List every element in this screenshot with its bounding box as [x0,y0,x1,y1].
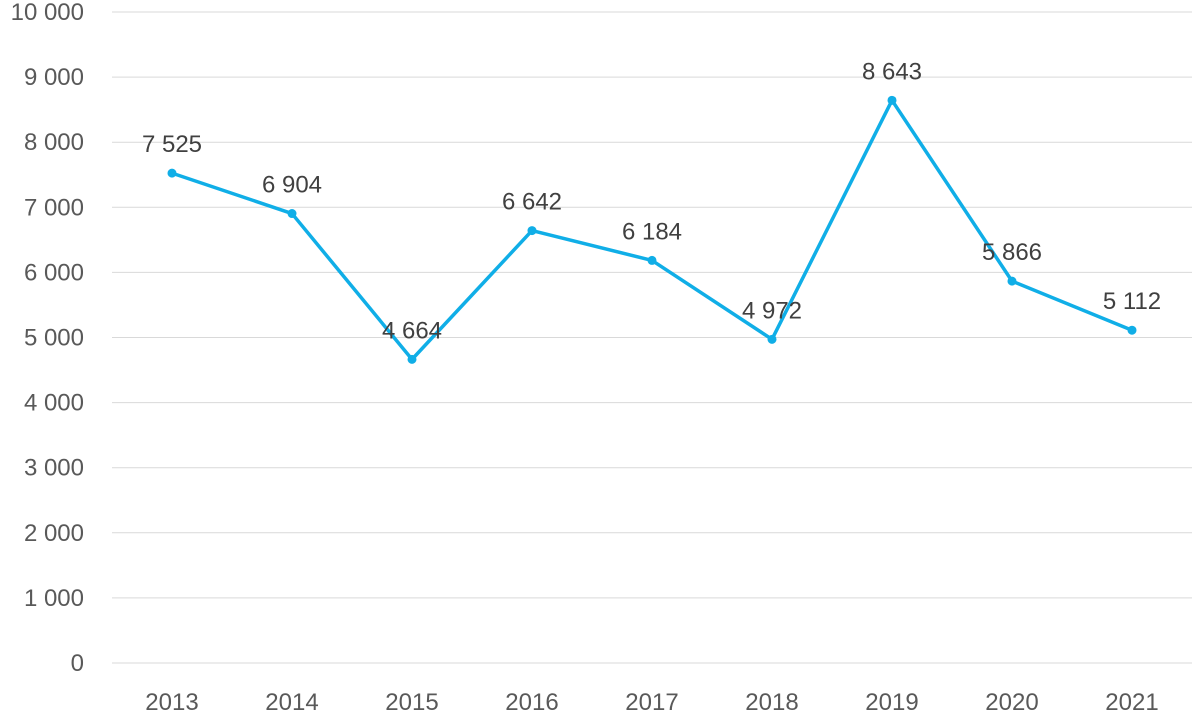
y-tick-label: 8 000 [24,129,84,156]
y-axis-tick-labels: 0 1 000 2 000 3 000 4 000 5 000 6 000 7 000 8 00… [11,0,84,677]
y-tick-label: 1 000 [24,585,84,612]
data-label: 6 184 [622,218,682,245]
data-label: 6 904 [262,172,322,199]
data-point [1127,325,1137,335]
x-tick-label: 2013 [145,689,198,716]
data-label: 4 664 [382,317,442,344]
data-point [1007,276,1017,286]
x-tick-label: 2017 [625,689,678,716]
data-label: 6 642 [502,189,562,216]
data-label: 8 643 [862,58,922,85]
data-point [527,226,537,236]
y-tick-label: 10 000 [11,0,84,26]
y-tick-label: 7 000 [24,194,84,221]
y-tick-label: 4 000 [24,390,84,417]
x-tick-label: 2021 [1105,689,1158,716]
y-tick-label: 2 000 [24,520,84,547]
data-label: 7 525 [142,131,202,158]
data-point [887,95,897,105]
data-point [767,334,777,344]
x-tick-label: 2018 [745,689,798,716]
y-tick-label: 3 000 [24,455,84,482]
y-tick-label: 0 [71,650,84,677]
data-label: 5 112 [1103,288,1161,315]
x-tick-label: 2015 [385,689,438,716]
data-point [167,168,177,178]
data-point [647,255,657,265]
x-tick-label: 2020 [985,689,1038,716]
gridlines [112,11,1192,664]
data-point [407,354,417,364]
data-point [287,209,297,219]
y-tick-label: 6 000 [24,259,84,286]
data-label: 5 866 [982,239,1042,266]
series [167,95,1137,364]
x-axis-tick-labels: 2013 2014 2015 2016 2017 2018 2019 2020 2021 [145,689,1158,716]
x-tick-label: 2014 [265,689,318,716]
y-tick-label: 9 000 [24,64,84,91]
x-tick-label: 2019 [865,689,918,716]
data-labels: 7 525 6 904 4 664 6 642 6 184 4 972 8 643 5 866… [142,58,1161,344]
x-tick-label: 2016 [505,689,558,716]
data-label: 4 972 [742,297,802,324]
y-tick-label: 5 000 [24,325,84,352]
